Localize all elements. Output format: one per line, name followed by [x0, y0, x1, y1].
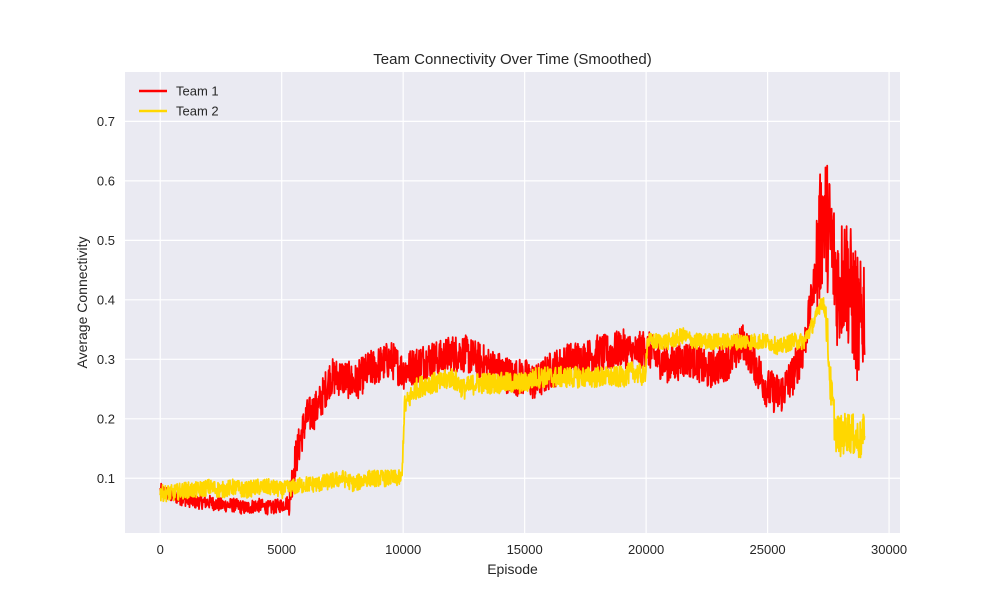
- y-tick-label: 0.7: [97, 114, 115, 129]
- y-tick-label: 0.5: [97, 233, 115, 248]
- y-tick-label: 0.3: [97, 352, 115, 367]
- x-tick-label: 15000: [507, 542, 543, 557]
- plot-area: [125, 72, 900, 533]
- chart-title: Team Connectivity Over Time (Smoothed): [373, 51, 651, 68]
- legend: Team 1 Team 2: [139, 84, 219, 119]
- y-tick-label: 0.2: [97, 411, 115, 426]
- x-axis-label: Episode: [487, 561, 538, 577]
- x-tick-label: 10000: [385, 542, 421, 557]
- series-lines: [159, 164, 866, 516]
- legend-label-team-1: Team 1: [176, 84, 219, 99]
- x-tick-label: 30000: [871, 542, 907, 557]
- x-axis-ticks: 0 5000 10000 15000 20000 25000 30000: [157, 542, 908, 557]
- series-line-team-1: [159, 164, 866, 516]
- x-tick-label: 0: [157, 542, 164, 557]
- legend-label-team-2: Team 2: [176, 104, 219, 119]
- y-tick-label: 0.1: [97, 471, 115, 486]
- y-tick-label: 0.4: [97, 292, 115, 307]
- x-tick-label: 20000: [628, 542, 664, 557]
- y-tick-label: 0.6: [97, 173, 115, 188]
- y-axis-ticks: 0.1 0.2 0.3 0.4 0.5 0.6 0.7: [97, 114, 115, 486]
- grid: [125, 72, 900, 533]
- x-tick-label: 5000: [267, 542, 296, 557]
- y-axis-label: Average Connectivity: [74, 236, 90, 368]
- x-tick-label: 25000: [750, 542, 786, 557]
- series-line-team-2: [159, 297, 866, 503]
